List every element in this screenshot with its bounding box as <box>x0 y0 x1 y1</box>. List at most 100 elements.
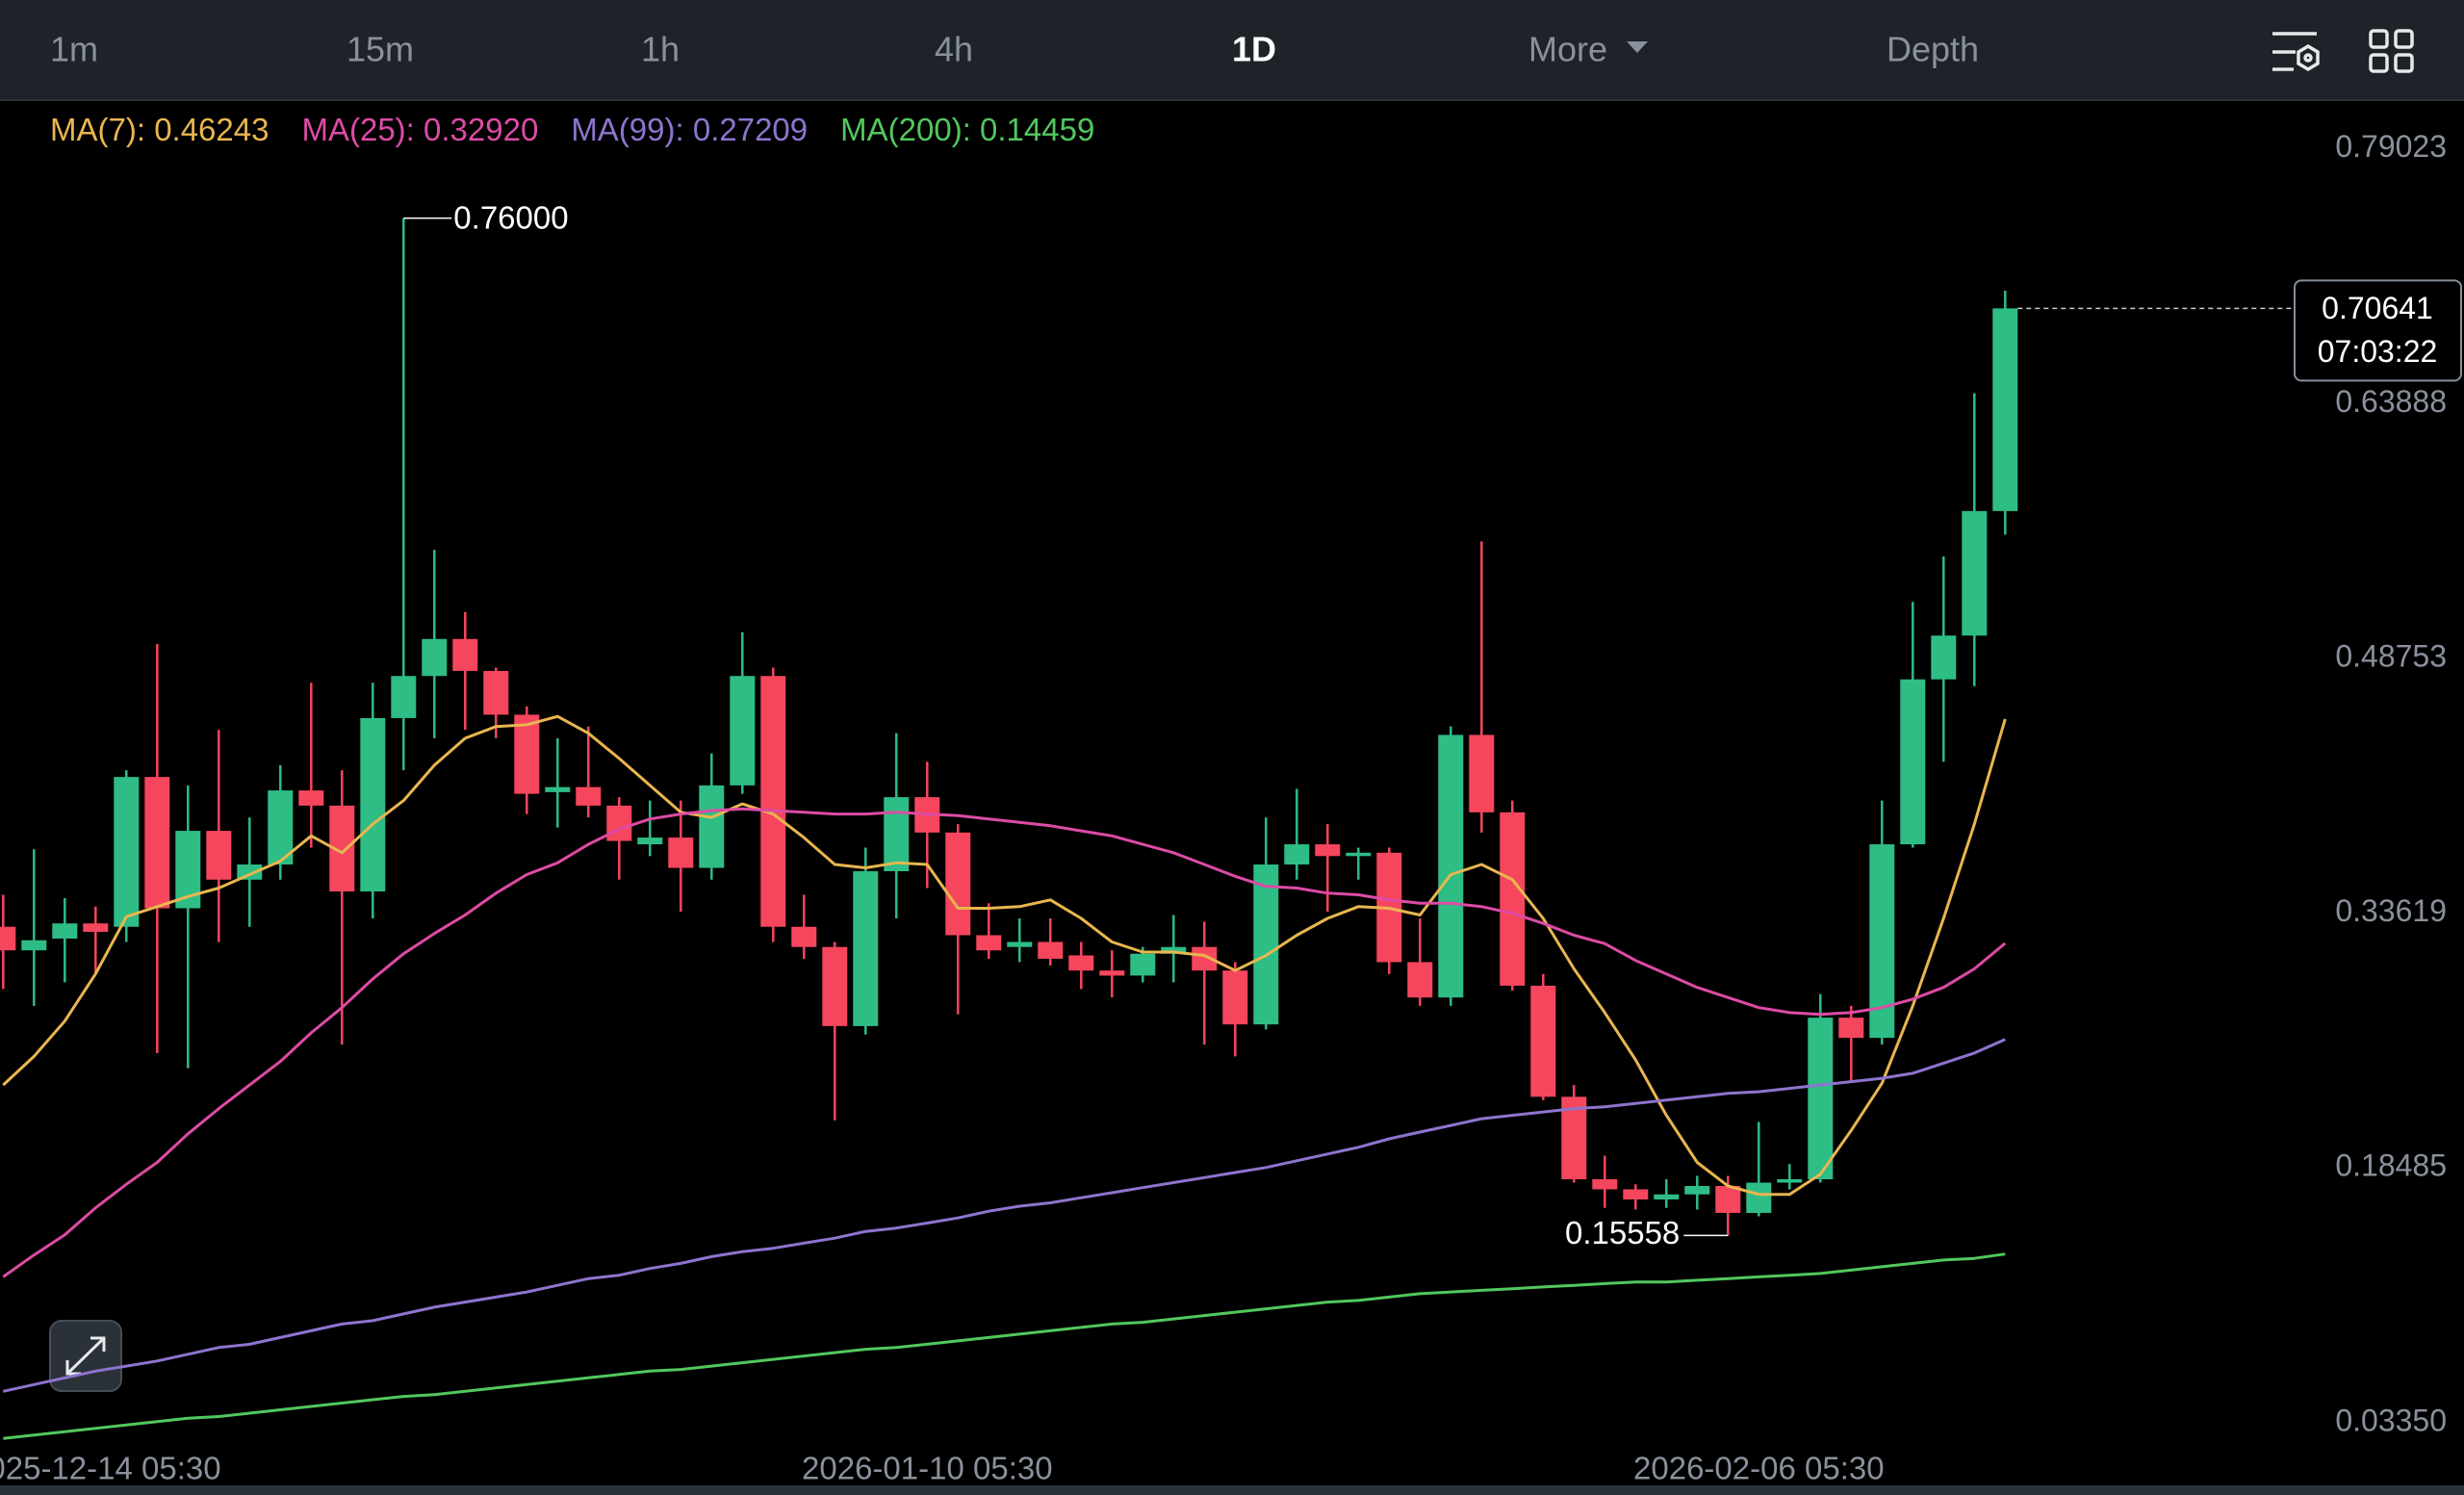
bottom-bar <box>0 1485 2464 1495</box>
candle-body <box>1222 970 1248 1025</box>
candle-body <box>1284 844 1310 865</box>
candle-body <box>1592 1179 1618 1190</box>
legend-name: MA(99) <box>571 112 693 147</box>
settings-icon[interactable] <box>2272 32 2320 72</box>
legend-value: 0.32920 <box>424 112 539 147</box>
candle-body <box>1068 955 1094 971</box>
candle-body <box>945 832 971 936</box>
candle-body <box>853 871 879 1026</box>
timeframe-tab[interactable]: 15m <box>346 30 414 69</box>
ma-line <box>2 807 2007 1278</box>
timeframe-tab[interactable]: Depth <box>1886 30 1979 69</box>
y-tick-label: 0.03350 <box>2335 1403 2447 1437</box>
candle-body <box>1838 1018 1864 1039</box>
candle-body <box>576 786 602 806</box>
ma-legend: MA(7)0.46243MA(25)0.32920MA(99)0.27209MA… <box>50 112 1094 148</box>
legend-name: MA(25) <box>301 112 424 147</box>
layout-icon[interactable] <box>2369 29 2414 73</box>
candle-body <box>1500 812 1526 986</box>
legend-value: 0.46243 <box>154 112 270 147</box>
candle-body <box>1007 941 1033 947</box>
candle-body <box>422 638 448 677</box>
candle-body <box>514 714 540 794</box>
candle-body <box>0 926 16 951</box>
candle-body <box>976 935 1002 951</box>
top-bar <box>0 0 2464 100</box>
candle-body <box>1530 985 1556 1097</box>
legend-name: MA(200) <box>840 112 980 147</box>
candle-body <box>1962 510 1988 636</box>
candle-body <box>606 805 632 841</box>
y-tick-label: 0.79023 <box>2335 129 2447 164</box>
candle-body <box>1438 735 1464 998</box>
candle-body <box>1746 1182 1772 1213</box>
candle-body <box>1469 735 1495 812</box>
candle-body <box>668 838 694 868</box>
candle-body <box>483 670 509 715</box>
candle-body <box>1931 635 1957 680</box>
candle-body <box>1346 852 1372 857</box>
candle-body <box>52 923 78 939</box>
candle-body <box>1808 1018 1834 1180</box>
last-price: 0.70641 <box>2322 291 2433 325</box>
expand-button[interactable] <box>49 1320 122 1392</box>
last-price-box <box>2294 279 2462 382</box>
legend-item: MA(99)0.27209 <box>571 112 808 148</box>
timeframe-tab[interactable]: More <box>1528 30 1607 69</box>
y-tick-label: 0.33619 <box>2335 893 2447 928</box>
candle-body <box>1407 962 1433 998</box>
legend-item: MA(25)0.32920 <box>301 112 538 148</box>
x-tick-label: 2026-01-10 05:30 <box>802 1451 1053 1486</box>
legend-value: 0.27209 <box>692 112 808 147</box>
candle-body <box>637 838 663 845</box>
x-tick-label: 2026-02-06 05:30 <box>1633 1451 1885 1486</box>
ma-line <box>2 714 2007 1197</box>
candle-body <box>298 790 324 806</box>
timeframe-tab[interactable]: 1m <box>50 30 98 69</box>
candle-body <box>1623 1189 1649 1199</box>
candle-body <box>1099 970 1125 976</box>
timeframe-tab[interactable]: 4h <box>935 30 973 69</box>
timeframe-tab[interactable]: 1D <box>1232 30 1276 69</box>
candle-body <box>83 923 109 932</box>
countdown: 07:03:22 <box>2318 334 2438 369</box>
high-annotation: 0.76000 <box>453 199 568 235</box>
candle-body <box>206 831 232 880</box>
candle-body <box>144 777 170 909</box>
candle-body <box>1253 864 1279 1025</box>
candle-body <box>1161 946 1187 954</box>
ma-line <box>3 1252 2006 1440</box>
candle-body <box>268 790 294 865</box>
candle-body <box>114 777 140 927</box>
candle-body <box>360 717 386 892</box>
ma-line <box>2 1038 2006 1393</box>
candle-body <box>1315 844 1341 857</box>
candle-body <box>699 785 725 868</box>
legend-item: MA(7)0.46243 <box>50 112 269 148</box>
candle-body <box>884 797 910 872</box>
candle-body <box>822 946 848 1026</box>
candle-body <box>1992 308 2018 511</box>
x-tick-label: 2025-12-14 05:30 <box>0 1451 221 1486</box>
candle-body <box>391 676 417 718</box>
candle-body <box>1684 1185 1710 1195</box>
candle-body <box>1038 941 1064 959</box>
candle-body <box>452 638 478 671</box>
timeframe-tab[interactable]: 1h <box>641 30 680 69</box>
candle-body <box>1130 953 1156 976</box>
candle-body <box>21 940 47 951</box>
candle-body <box>1900 679 1926 845</box>
candle-body <box>1654 1194 1680 1199</box>
candle-body <box>791 926 817 947</box>
legend-value: 0.14459 <box>980 112 1095 147</box>
low-annotation: 0.15558 <box>1565 1215 1680 1250</box>
legend-item: MA(200)0.14459 <box>840 112 1094 148</box>
y-tick-label: 0.18485 <box>2335 1148 2447 1183</box>
candle-body <box>1777 1179 1803 1183</box>
y-tick-label: 0.48753 <box>2335 638 2447 673</box>
y-tick-label: 0.63888 <box>2335 384 2447 419</box>
candle-body <box>1715 1185 1741 1213</box>
candle-body <box>760 676 786 927</box>
